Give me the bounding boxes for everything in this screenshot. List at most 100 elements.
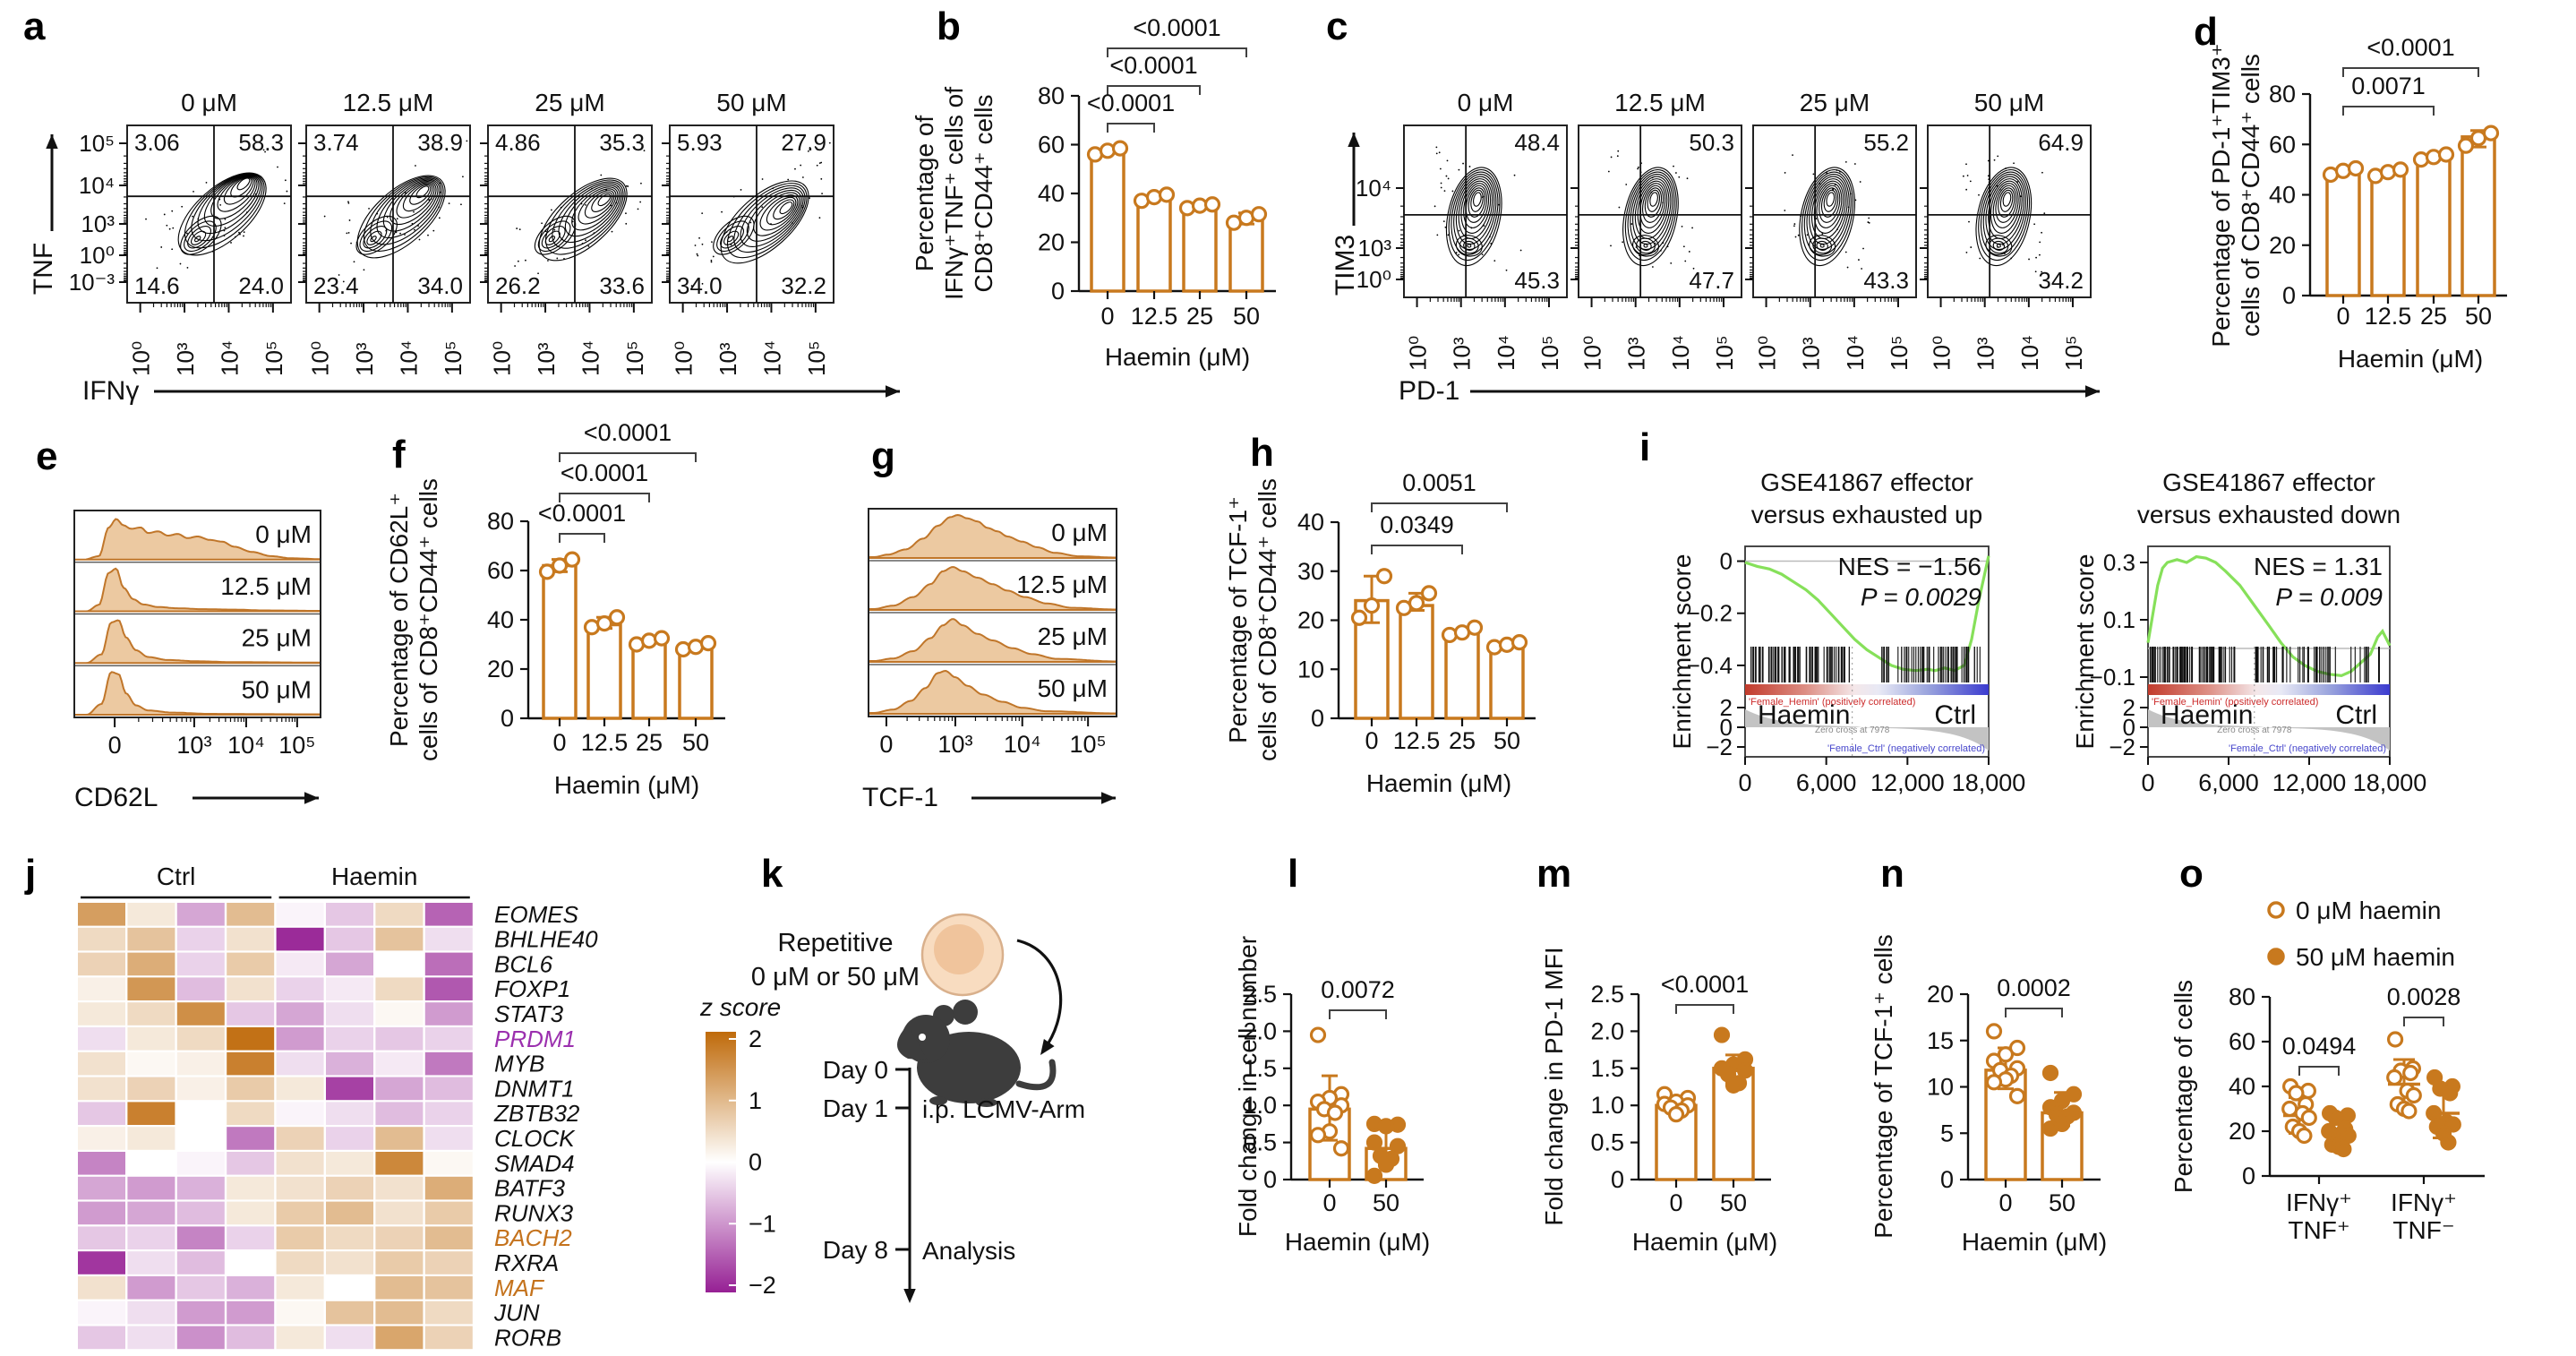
heatmap-cell: [127, 1251, 175, 1274]
heatmap-cell: [127, 1102, 175, 1125]
speck: [821, 193, 824, 195]
x-tick-label: 10⁴: [1842, 335, 1869, 371]
y-axis-label: Percentage of TCF-1⁺ cells: [1870, 934, 1897, 1239]
contour: [1647, 189, 1661, 212]
y-tick-label: 80: [2229, 983, 2255, 1010]
bar: [631, 640, 667, 720]
negatively-correlated-note: 'Female_Ctrl' (negatively correlated): [2229, 743, 2386, 754]
data-point-filled: [1377, 1156, 1395, 1173]
quadrant-stat: 50.3: [1689, 129, 1734, 156]
data-point-open: [551, 557, 569, 574]
p-value: 0.0002: [1997, 974, 2071, 1001]
contour: [1992, 183, 2019, 228]
quadrant-stat: 48.4: [1514, 129, 1560, 156]
heatmap-cell: [375, 1176, 424, 1200]
heatmap-cell: [227, 1102, 275, 1125]
sig-bracket: [559, 493, 650, 502]
p-value: P = 0.0029: [1861, 583, 1981, 611]
speck: [514, 265, 517, 267]
speck: [1451, 190, 1454, 193]
heatmap-cell: [375, 1201, 424, 1225]
quadrant-stat: 14.6: [134, 272, 180, 299]
p-value: <0.0001: [584, 419, 672, 446]
speck: [1662, 242, 1665, 245]
nes-value: NES = −1.56: [1838, 553, 1981, 580]
sig-bracket: [2403, 1017, 2444, 1026]
speck: [1868, 221, 1870, 224]
speck: [828, 142, 831, 144]
panel-letter-j: j: [25, 852, 37, 896]
speck: [1635, 246, 1638, 248]
contour: [396, 182, 435, 219]
speck: [1793, 225, 1795, 227]
p-value: <0.0001: [1109, 52, 1197, 79]
speck: [518, 228, 521, 231]
data-point-open: [2392, 161, 2409, 178]
y-tick-label: 2.0: [1243, 1017, 1277, 1044]
data-point-open: [2387, 1031, 2404, 1048]
heatmap-cell: [375, 1077, 424, 1101]
speck: [711, 241, 713, 244]
x-tick-label: 10⁰: [489, 341, 516, 376]
y-tick-label: 0: [2282, 282, 2296, 309]
arrow-head: [903, 1289, 916, 1303]
speck: [814, 146, 817, 148]
speck: [1625, 184, 1628, 185]
y-tick-label: 1.0: [1590, 1092, 1624, 1119]
speck: [171, 210, 174, 212]
heatmap-cell: [326, 977, 373, 1000]
speck: [413, 210, 415, 213]
timeline-day: Day 8: [823, 1236, 888, 1264]
gsea-title: versus exhausted down: [2137, 501, 2401, 528]
speck: [1794, 236, 1797, 238]
heatmap-cell: [78, 952, 125, 976]
contour: [779, 202, 793, 215]
speck: [438, 217, 441, 219]
x-tick-label: 10⁵: [1711, 335, 1738, 371]
heatmap-cell: [176, 977, 225, 1000]
y-tick-label: 10: [1927, 1074, 1954, 1101]
speck: [1682, 245, 1685, 248]
speck: [346, 232, 348, 235]
contour: [1799, 167, 1855, 267]
data-point-open: [2296, 1127, 2313, 1145]
speck: [192, 215, 193, 218]
x-tick-label: 0: [552, 729, 566, 756]
x-axis-label: Haemin (μM): [2338, 345, 2483, 373]
y-tick-label: 40: [1038, 180, 1065, 207]
data-point-open: [1111, 140, 1129, 157]
quadrant-stat: 24.0: [238, 272, 284, 299]
speck: [1447, 234, 1450, 236]
speck: [560, 206, 562, 209]
heatmap-cell: [227, 952, 275, 976]
speck: [1483, 225, 1485, 227]
speck: [545, 233, 548, 236]
gene-label: MYB: [494, 1051, 544, 1077]
data-point-filled: [2041, 1120, 2059, 1137]
heatmap-cell: [375, 952, 424, 976]
contour: [370, 236, 377, 243]
speck: [432, 229, 435, 232]
legend-title: z score: [699, 993, 781, 1021]
y-axis-label: TIM3: [1331, 235, 1360, 296]
data-point-filled: [2321, 1122, 2338, 1140]
heatmap-cell: [326, 1127, 373, 1150]
contour: [187, 226, 211, 249]
heatmap-cell: [78, 1102, 125, 1125]
metric-tick-label: −2: [2109, 734, 2135, 760]
arrow-head: [46, 134, 58, 149]
heatmap-cell: [375, 1002, 424, 1026]
condition-label: 50 μM: [242, 675, 312, 703]
heatmap-cell: [424, 1002, 473, 1026]
contour: [1637, 180, 1668, 234]
x-tick-label: 10⁴: [758, 340, 785, 376]
condition-title: 12.5 μM: [343, 89, 434, 116]
panel-letter-g: g: [871, 434, 895, 478]
speck: [1443, 190, 1446, 193]
heatmap-cell: [176, 1201, 225, 1225]
bar: [2416, 155, 2452, 297]
condition-title: 0 μM: [1458, 89, 1514, 116]
p-value: <0.0001: [1133, 14, 1220, 41]
data-point-open: [1498, 636, 1516, 653]
heatmap-cell: [375, 1127, 424, 1150]
